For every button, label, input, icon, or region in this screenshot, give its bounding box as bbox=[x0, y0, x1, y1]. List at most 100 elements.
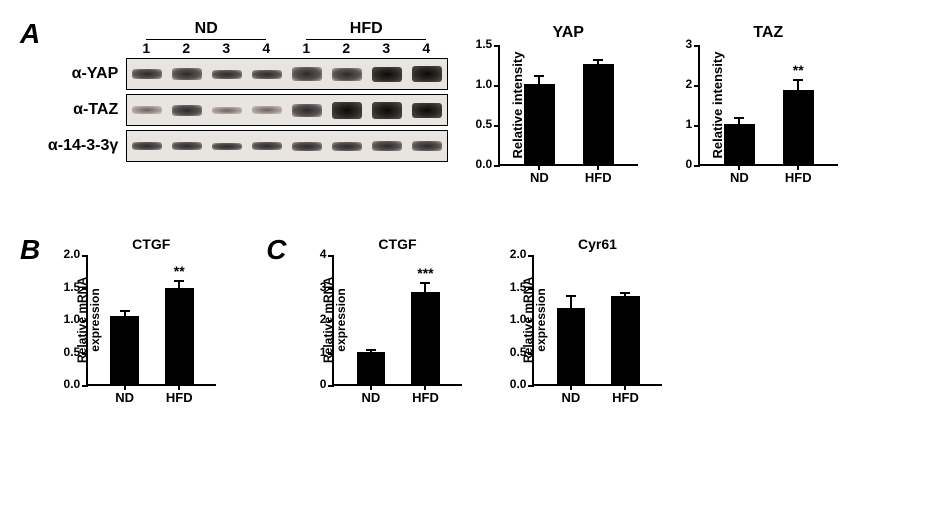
wb-lane-number: 2 bbox=[326, 40, 366, 56]
chart-ytick bbox=[694, 125, 700, 127]
chart-error-bar bbox=[797, 80, 799, 90]
wb-band bbox=[132, 142, 162, 150]
chart-xtick-label: ND bbox=[530, 170, 549, 185]
chart-ytick-label: 0.0 bbox=[476, 157, 493, 171]
wb-lane-number: 4 bbox=[406, 40, 446, 56]
chart-ytick-label: 2 bbox=[320, 312, 327, 326]
wb-lane bbox=[287, 59, 327, 89]
chart-ytick bbox=[494, 165, 500, 167]
chart-plot-area: Relative mRNAexpression01234NDHFD*** bbox=[332, 256, 462, 386]
wb-lane bbox=[407, 131, 447, 161]
chart-ytick-label: 1.0 bbox=[476, 77, 493, 91]
wb-band bbox=[252, 106, 282, 114]
chart-ytick-label: 1.5 bbox=[476, 37, 493, 51]
panels-b-c-row: B CTGFRelative mRNAexpression0.00.51.01.… bbox=[20, 236, 913, 410]
wb-band bbox=[332, 142, 362, 151]
wb-lane bbox=[367, 131, 407, 161]
chart-error-cap bbox=[534, 75, 544, 77]
wb-lane-number: 1 bbox=[286, 40, 326, 56]
chart-xtick-label: HFD bbox=[585, 170, 612, 185]
chart-bar bbox=[411, 292, 440, 384]
chart-ytick-label: 2 bbox=[686, 77, 693, 91]
wb-lane bbox=[287, 131, 327, 161]
chart-error-bar bbox=[424, 283, 426, 293]
chart-bar bbox=[611, 296, 640, 384]
wb-row-label: α-YAP bbox=[46, 65, 126, 83]
chart-bar bbox=[357, 352, 386, 385]
wb-row-label: α-TAZ bbox=[46, 101, 126, 119]
chart-ytick bbox=[328, 353, 334, 355]
wb-lane bbox=[327, 131, 367, 161]
wb-row: α-TAZ bbox=[46, 94, 448, 126]
chart-ytick-label: 1 bbox=[320, 345, 327, 359]
wb-lane bbox=[207, 59, 247, 89]
figure: A NDHFD 12341234 α-YAPα-TAZα-14-3-3γ YAP… bbox=[20, 20, 913, 410]
wb-lanes bbox=[126, 130, 448, 162]
wb-lane bbox=[367, 59, 407, 89]
chart-error-cap bbox=[366, 349, 376, 351]
chart-ytick-label: 1 bbox=[686, 117, 693, 131]
chart-ytick bbox=[494, 45, 500, 47]
wb-lane bbox=[247, 95, 287, 125]
chart-ytick-label: 3 bbox=[686, 37, 693, 51]
wb-band bbox=[132, 69, 162, 79]
wb-lane bbox=[127, 131, 167, 161]
panel-a-row: A NDHFD 12341234 α-YAPα-TAZα-14-3-3γ YAP… bbox=[20, 20, 913, 190]
chart-ytick bbox=[494, 125, 500, 127]
wb-lane-number: 1 bbox=[126, 40, 166, 56]
chart-ytick bbox=[528, 255, 534, 257]
chart-title: Cyr61 bbox=[532, 236, 662, 252]
chart-y-label: Relative intensity bbox=[710, 52, 725, 159]
wb-band bbox=[292, 67, 322, 81]
chart-error-cap bbox=[593, 59, 603, 61]
chart-xtick-label: ND bbox=[361, 390, 380, 405]
panel-label-c: C bbox=[266, 236, 286, 410]
chart-xtick-label: HFD bbox=[412, 390, 439, 405]
panel-label-b: B bbox=[20, 236, 40, 410]
chart-error-cap bbox=[174, 280, 184, 282]
chart-error-cap bbox=[734, 117, 744, 119]
chart-bar bbox=[583, 64, 614, 164]
wb-band bbox=[212, 143, 242, 150]
bar-chart: CTGFRelative mRNAexpression01234NDHFD*** bbox=[332, 236, 462, 410]
chart-ytick bbox=[82, 320, 88, 322]
chart-ytick bbox=[82, 385, 88, 387]
chart-ytick-label: 0.5 bbox=[510, 345, 527, 359]
wb-lane bbox=[247, 59, 287, 89]
chart-significance: *** bbox=[417, 265, 433, 281]
wb-lane bbox=[207, 131, 247, 161]
wb-lane-number: 4 bbox=[246, 40, 286, 56]
wb-band bbox=[372, 141, 402, 151]
chart-ytick bbox=[328, 255, 334, 257]
chart-error-cap bbox=[120, 310, 130, 312]
chart-plot-area: Relative intensity0.00.51.01.5NDHFD bbox=[498, 46, 638, 166]
wb-band bbox=[412, 103, 442, 118]
chart-xtick-label: HFD bbox=[785, 170, 812, 185]
bar-chart: CTGFRelative mRNAexpression0.00.51.01.52… bbox=[86, 236, 216, 386]
chart-ytick bbox=[82, 353, 88, 355]
chart-error-cap bbox=[566, 295, 576, 297]
wb-band bbox=[172, 105, 202, 116]
chart-ytick bbox=[694, 45, 700, 47]
chart-bar bbox=[165, 288, 194, 384]
chart-bar bbox=[557, 308, 586, 384]
chart-bar bbox=[724, 124, 755, 164]
wb-band bbox=[252, 142, 282, 150]
wb-lane bbox=[327, 95, 367, 125]
wb-band bbox=[212, 107, 242, 114]
wb-lane bbox=[327, 59, 367, 89]
wb-group-label: ND bbox=[126, 20, 286, 38]
chart-xtick-label: ND bbox=[561, 390, 580, 405]
wb-lane-number: 3 bbox=[366, 40, 406, 56]
chart-bar bbox=[783, 90, 814, 164]
wb-lane bbox=[247, 131, 287, 161]
chart-error-cap bbox=[420, 282, 430, 284]
wb-lane bbox=[207, 95, 247, 125]
chart-ytick-label: 4 bbox=[320, 247, 327, 261]
wb-row: α-YAP bbox=[46, 58, 448, 90]
chart-xtick-label: HFD bbox=[612, 390, 639, 405]
wb-band bbox=[212, 70, 242, 79]
wb-lane-number: 3 bbox=[206, 40, 246, 56]
chart-ytick bbox=[328, 288, 334, 290]
chart-ytick bbox=[494, 85, 500, 87]
